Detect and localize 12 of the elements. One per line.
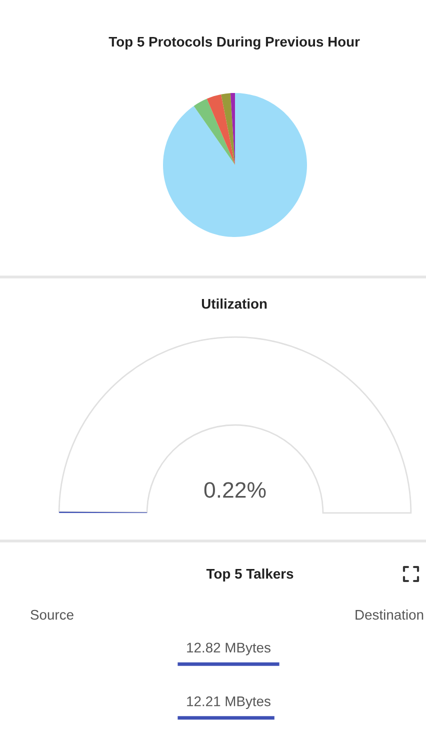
- pie-slice: [221, 93, 235, 165]
- pie-slice: [194, 98, 235, 165]
- pie-slice: [163, 93, 307, 237]
- pie-slice: [206, 94, 235, 165]
- text: 0.22%: [204, 482, 266, 498]
- text: Destination: [356, 610, 424, 620]
- text: Source: [30, 610, 74, 620]
- chart-title: Top 5 Talkers: [206, 568, 294, 582]
- chart-title: Utilization: [202, 298, 267, 309]
- data-label: 12.82 MBytes: [187, 642, 270, 656]
- data-label: 12.21 MBytes: [187, 696, 270, 709]
- chart-title: Top 5 Protocols During Previous Hour: [108, 36, 360, 50]
